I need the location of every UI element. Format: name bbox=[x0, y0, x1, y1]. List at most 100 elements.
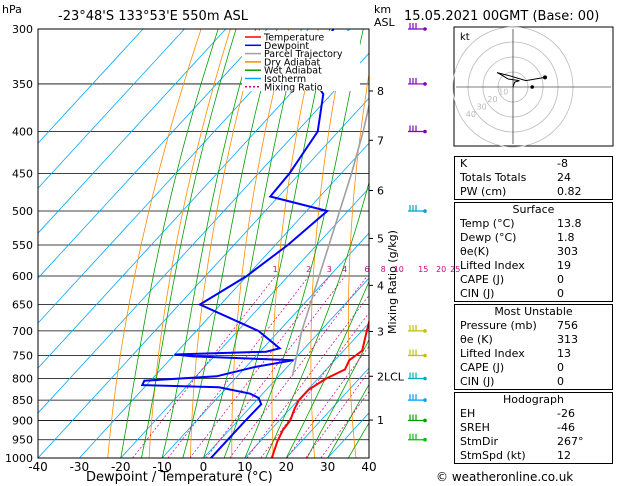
table-value: 0 bbox=[557, 273, 564, 286]
dry-adiabat-line bbox=[420, 29, 439, 458]
table-key: CIN (J) bbox=[460, 375, 495, 388]
diagram-grid bbox=[38, 29, 439, 458]
table-value: 0 bbox=[557, 287, 564, 300]
table-row: CIN (J) 0 bbox=[455, 375, 612, 389]
barb-station bbox=[423, 376, 427, 381]
table-value: 267° bbox=[557, 435, 584, 448]
mixing-ratio-label: 8 bbox=[381, 265, 386, 274]
table-value: 24 bbox=[557, 171, 571, 184]
mixing-ratio-line bbox=[305, 370, 369, 458]
table-key: Lifted Index bbox=[460, 259, 525, 272]
hodograph-table: Hodograph EH -26 SREH -46 StmDir 267° StmSpd (k… bbox=[454, 392, 613, 464]
pressure-tick-label: 450 bbox=[12, 167, 33, 180]
legend-entry: Isotherm bbox=[264, 74, 306, 85]
wind-barb bbox=[408, 372, 427, 381]
temperature-tick-label: -30 bbox=[70, 460, 90, 474]
hodograph-ring-label: 10 bbox=[498, 88, 508, 97]
wind-barb bbox=[408, 349, 427, 358]
diagram-axes: 1 2 3 4 6 8 10 15 20 2530035040045050055060065070… bbox=[5, 23, 460, 474]
series-temperature bbox=[270, 318, 369, 458]
table-key: StmDir bbox=[460, 435, 499, 448]
table-row: CAPE (J) 0 bbox=[455, 361, 612, 375]
table-value: 12 bbox=[557, 449, 571, 462]
wind-barbs bbox=[408, 23, 427, 442]
barb-station bbox=[423, 129, 427, 134]
km-tick-label: 3 bbox=[377, 325, 384, 338]
barb-station bbox=[423, 329, 427, 333]
table-key: Lifted Index bbox=[460, 347, 525, 360]
mixing-ratio-label: 25 bbox=[450, 265, 460, 274]
legend-entry: Dewpoint bbox=[264, 41, 309, 52]
table-row: EH -26 bbox=[455, 407, 612, 421]
table-row: CIN (J) 0 bbox=[455, 287, 612, 301]
isotherm-line bbox=[38, 97, 369, 458]
table-value: 13 bbox=[557, 347, 571, 360]
table-row: StmDir 267° bbox=[455, 435, 612, 449]
barb-station bbox=[423, 209, 427, 213]
table-key: Dewp (°C) bbox=[460, 231, 517, 244]
wind-barb bbox=[408, 125, 427, 134]
legend-entry: Temperature bbox=[263, 33, 324, 44]
mixing-ratio-label: 3 bbox=[327, 265, 332, 274]
pressure-tick-label: 300 bbox=[12, 23, 33, 36]
wet-adiabat-line bbox=[141, 29, 237, 458]
pressure-tick-label: 500 bbox=[12, 205, 33, 218]
hodograph-trace bbox=[496, 72, 546, 88]
dry-adiabat-line bbox=[107, 29, 202, 458]
wet-adiabat-line bbox=[306, 338, 369, 458]
pressure-tick-label: 550 bbox=[12, 239, 33, 252]
temperature-tick-label: -20 bbox=[111, 460, 131, 474]
temperature-tick-label: 0 bbox=[200, 460, 208, 474]
isotherm-line bbox=[161, 232, 369, 458]
wet-adiabat-line bbox=[161, 29, 256, 458]
table-section-title: Surface bbox=[455, 202, 612, 217]
wind-barb bbox=[408, 77, 427, 86]
pressure-tick-label: 650 bbox=[12, 299, 33, 312]
table-value: -46 bbox=[557, 421, 575, 434]
pressure-tick-label: 350 bbox=[12, 78, 33, 91]
isotherm-line bbox=[38, 29, 185, 189]
table-key: PW (cm) bbox=[460, 185, 507, 198]
pressure-tick-label: 750 bbox=[12, 349, 33, 362]
table-row: θe (K) 313 bbox=[455, 333, 612, 347]
table-section-title: Hodograph bbox=[455, 392, 612, 407]
dry-adiabat-line bbox=[231, 29, 290, 458]
legend-entry: Wet Adiabat bbox=[264, 66, 322, 77]
wet-adiabat-line bbox=[285, 280, 369, 458]
temperature-tick-label: 30 bbox=[320, 460, 335, 474]
hodograph-ring-label: 40 bbox=[466, 110, 476, 119]
barb-station bbox=[423, 82, 427, 86]
table-section-title: Most Unstable bbox=[455, 304, 612, 319]
storm-motion-marker bbox=[530, 85, 534, 89]
table-key: θe(K) bbox=[460, 245, 490, 258]
table-value: 313 bbox=[557, 333, 578, 346]
table-value: 0 bbox=[557, 361, 564, 374]
wet-adiabat-line bbox=[203, 29, 302, 458]
km-tick-label: 4 bbox=[377, 279, 384, 292]
wet-adiabat-line bbox=[223, 29, 331, 458]
temperature-tick-label: -10 bbox=[152, 460, 172, 474]
hodograph-endpoint bbox=[543, 75, 547, 80]
isotherm-line bbox=[38, 29, 268, 279]
km-tick-label: 1 bbox=[377, 414, 384, 427]
mixing-ratio-label: 1 bbox=[273, 265, 278, 274]
table-row: Temp (°C) 13.8 bbox=[455, 217, 612, 231]
table-key: CIN (J) bbox=[460, 287, 495, 300]
mixing-ratio-label: 20 bbox=[436, 265, 446, 274]
hodograph-ring-label: 30 bbox=[477, 103, 487, 112]
datetime-title: 15.05.2021 00GMT (Base: 00) bbox=[404, 9, 600, 24]
table-key: K bbox=[460, 157, 468, 170]
mixing-ratio-label: 2 bbox=[306, 265, 311, 274]
wet-adiabat-line bbox=[327, 383, 369, 458]
wet-adiabat-line bbox=[265, 180, 369, 458]
table-row: Lifted Index 13 bbox=[455, 347, 612, 361]
wind-barb bbox=[408, 433, 427, 442]
isotherm-line bbox=[79, 142, 369, 458]
isotherm-line bbox=[38, 29, 351, 369]
location-title: -23°48'S 133°53'E 550m ASL bbox=[58, 9, 249, 24]
lcl-label: LCL bbox=[384, 370, 405, 383]
mixing-ratio-line bbox=[205, 275, 346, 458]
table-row: K -8 bbox=[455, 157, 612, 171]
